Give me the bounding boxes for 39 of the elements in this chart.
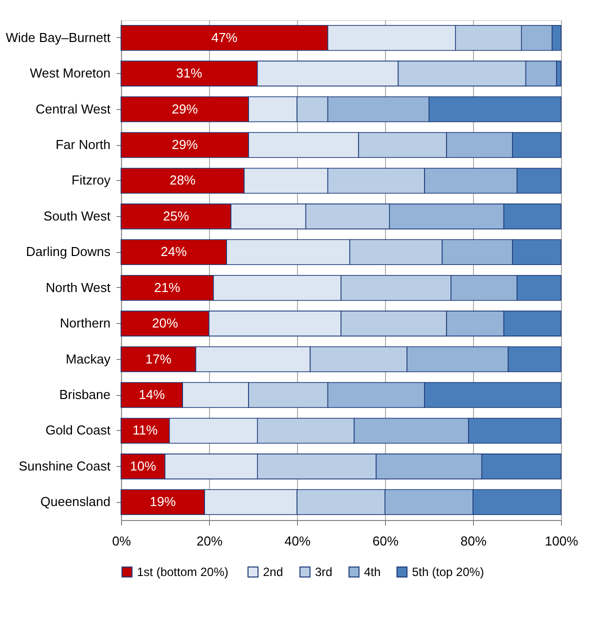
legend-label: 2nd [263,565,284,579]
y-tick-label: Darling Downs [26,244,111,260]
y-tick-label: Far North [56,137,110,152]
data-label: 10% [130,458,156,474]
data-label: 17% [145,351,172,366]
y-tick-label: Queensland [40,494,110,510]
y-tick-label: South West [44,208,111,224]
y-tick-label: Northern [60,316,110,331]
x-tick-label: 40% [284,534,311,548]
data-label: 25% [162,208,190,224]
data-label: 11% [132,422,158,438]
y-tick-label: Wide Bay–Burnett [6,30,111,45]
data-label: 24% [160,244,188,260]
y-tick-label: West Moreton [30,66,110,81]
data-label: 19% [150,494,176,510]
y-tick-label: Gold Coast [45,422,111,438]
y-tick-label: North West [46,280,111,295]
data-label: 20% [152,316,178,331]
x-tick-label: 100% [544,534,579,548]
data-label: 29% [172,137,198,152]
data-label: 31% [176,66,203,81]
legend-label: 5th (top 20%) [412,565,484,579]
y-tick-label: Brisbane [59,387,110,402]
data-label: 28% [170,172,196,188]
data-label: 29% [172,101,198,116]
legend-label: 1st (bottom 20%) [137,565,228,579]
y-tick-label: Fitzroy [72,172,111,188]
data-label: 21% [154,280,181,295]
x-tick-label: 60% [372,534,399,548]
data-label: 14% [138,387,166,402]
x-tick-label: 80% [460,534,487,548]
y-tick-label: Mackay [66,351,111,366]
x-tick-label: 20% [196,534,223,548]
x-tick-label: 0% [112,534,132,548]
legend-label: 3rd [315,565,332,579]
legend-label: 4th [364,565,381,579]
y-tick-label: Sunshine Coast [18,458,111,474]
y-tick-label: Central West [36,101,111,116]
data-label: 47% [211,30,238,45]
